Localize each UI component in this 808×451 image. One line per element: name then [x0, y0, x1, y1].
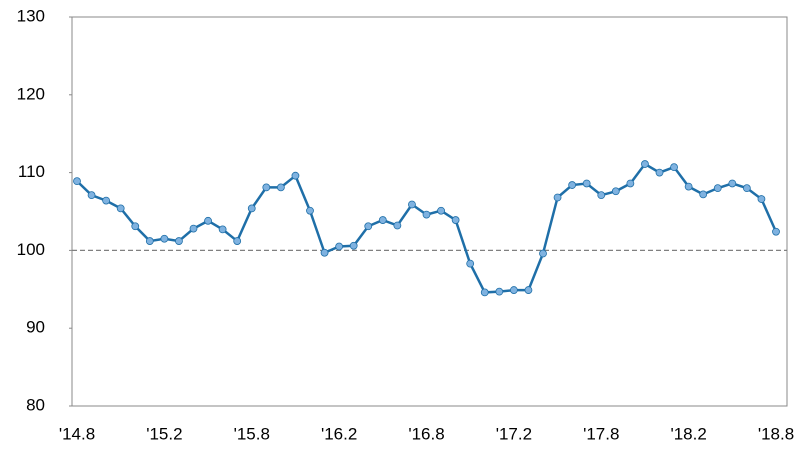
point — [335, 242, 344, 251]
point — [655, 168, 664, 177]
point — [102, 196, 111, 205]
point — [276, 183, 285, 192]
point — [713, 184, 722, 193]
point — [378, 216, 387, 224]
point — [116, 204, 125, 213]
point — [204, 216, 212, 225]
plot-frame — [71, 16, 788, 407]
point — [495, 287, 504, 296]
point — [728, 179, 737, 188]
series-line — [76, 162, 778, 294]
point — [262, 183, 271, 192]
y-tick-label: 120 — [17, 84, 45, 103]
point — [73, 177, 81, 186]
point — [437, 206, 445, 215]
point — [466, 259, 475, 268]
point — [349, 241, 358, 250]
y-tick-label: 100 — [17, 240, 45, 259]
point — [524, 286, 533, 294]
point — [393, 221, 402, 230]
point — [189, 224, 198, 233]
point — [218, 225, 227, 234]
point — [772, 227, 780, 236]
point — [320, 248, 329, 257]
point — [247, 204, 256, 213]
point — [539, 249, 547, 258]
point — [145, 237, 154, 245]
x-tick-label: '14.8 — [59, 424, 95, 443]
point — [291, 171, 300, 180]
x-tick-label: '17.2 — [496, 424, 532, 443]
x-tick-label: '16.2 — [321, 424, 357, 443]
y-tick-label: 130 — [17, 6, 45, 25]
x-tick-label: '16.8 — [408, 424, 444, 443]
point — [742, 184, 751, 193]
point — [757, 195, 766, 203]
point — [480, 288, 489, 297]
point — [306, 206, 314, 215]
point — [509, 286, 518, 294]
point — [684, 182, 693, 191]
point — [87, 191, 96, 200]
y-tick-label: 80 — [26, 395, 45, 414]
x-tick-label: '18.2 — [670, 424, 706, 443]
point — [131, 222, 140, 231]
point — [233, 237, 242, 245]
point — [582, 179, 591, 188]
point — [699, 190, 708, 199]
point — [611, 187, 620, 196]
point — [422, 210, 431, 219]
point — [451, 216, 460, 224]
x-tick-label: '15.8 — [234, 424, 270, 443]
x-tick-label: '15.2 — [146, 424, 182, 443]
point — [175, 237, 183, 245]
point — [641, 160, 649, 168]
point — [408, 200, 416, 209]
point — [626, 179, 635, 188]
point — [160, 234, 169, 243]
y-tick-label: 110 — [18, 162, 45, 181]
point — [364, 222, 373, 231]
point — [568, 181, 577, 189]
point — [670, 163, 678, 172]
x-tick-label: '18.8 — [758, 424, 794, 443]
point — [597, 191, 606, 200]
x-tick-label: '17.8 — [583, 424, 619, 443]
y-tick-label: 90 — [26, 318, 45, 337]
point — [553, 193, 562, 202]
